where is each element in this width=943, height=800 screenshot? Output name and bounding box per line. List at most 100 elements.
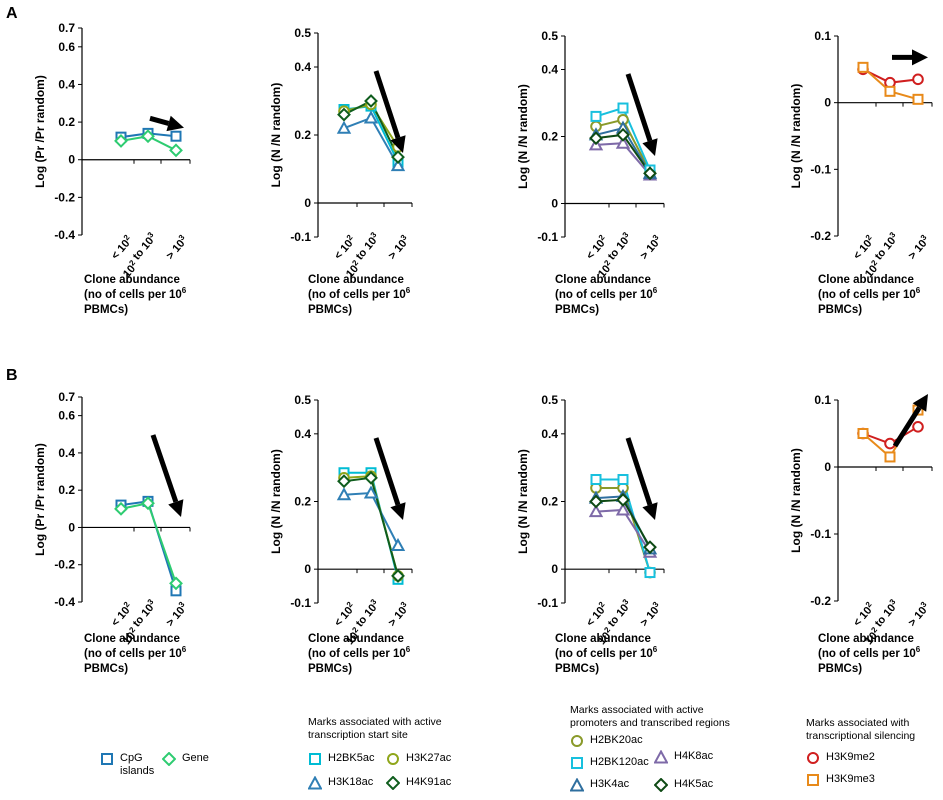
- y-tick-label: 0.4: [541, 63, 558, 77]
- x-axis-label: PBMCs): [308, 663, 352, 675]
- y-tick-label: -0.2: [810, 594, 831, 608]
- y-tick-label: 0.5: [294, 393, 311, 407]
- data-point-h3k9me2: [884, 437, 896, 450]
- y-tick-label: 0: [551, 562, 558, 576]
- data-point-h2bk120ac: [617, 474, 629, 486]
- x-tick-label: > 103: [163, 233, 191, 262]
- x-tick-label: > 103: [905, 600, 933, 629]
- y-axis-label: Log (Pr /Pr random): [33, 75, 47, 188]
- data-point-gene: [141, 496, 155, 511]
- x-axis-label: Clone abundance: [84, 274, 180, 286]
- legend-label: H3K9me3: [826, 773, 875, 785]
- y-tick-label: 0.2: [294, 495, 311, 509]
- y-tick-label: 0.5: [294, 26, 311, 40]
- x-axis-label: (no of cells per 106: [818, 286, 921, 301]
- x-tick-label: > 103: [637, 233, 665, 262]
- x-axis-label: PBMCs): [84, 304, 128, 316]
- legend-title: Marks associated with active: [308, 716, 442, 728]
- diamond-marker-icon: [162, 752, 176, 766]
- trend-arrow-head: [912, 394, 928, 412]
- legend-item-h2bk20ac: H2BK20ac: [570, 734, 643, 748]
- legend-label: H3K9me2: [826, 751, 875, 763]
- x-tick-label: > 103: [385, 233, 413, 262]
- y-tick-label: -0.4: [54, 595, 75, 609]
- y-tick-label: -0.1: [290, 230, 311, 244]
- y-tick-label: -0.2: [54, 190, 75, 204]
- square-marker-icon: [309, 753, 321, 765]
- data-point-h4k91ac: [337, 474, 351, 489]
- y-tick-label: 0.4: [541, 427, 558, 441]
- x-axis-label: PBMCs): [308, 304, 352, 316]
- legend-item-h4k8ac: H4K8ac: [654, 750, 713, 764]
- legend-title: Marks associated with active: [570, 704, 704, 716]
- panel-label-a: A: [6, 5, 18, 22]
- data-point-h2bk120ac: [590, 110, 602, 122]
- y-tick-label: 0.5: [541, 393, 558, 407]
- x-tick-label: > 103: [905, 233, 933, 262]
- y-tick-label: 0.2: [58, 483, 75, 497]
- y-tick-label: 0: [304, 196, 311, 210]
- data-point-cpg: [170, 130, 182, 142]
- y-axis-label: Log (N /N random): [516, 449, 530, 554]
- x-axis-label: (no of cells per 106: [308, 286, 411, 301]
- trend-arrow-head: [166, 115, 184, 132]
- y-tick-label: 0.6: [58, 409, 75, 423]
- y-tick-label: -0.2: [810, 229, 831, 243]
- x-axis-label: (no of cells per 106: [84, 645, 187, 660]
- x-axis-label: PBMCs): [84, 663, 128, 675]
- y-tick-label: -0.1: [290, 596, 311, 610]
- diamond-marker-icon: [654, 778, 668, 792]
- series-line-gene: [120, 502, 177, 584]
- legend-title: promoters and transcribed regions: [570, 717, 730, 729]
- y-tick-label: 0.1: [814, 393, 831, 407]
- x-axis-label: Clone abundance: [818, 633, 914, 645]
- data-point-h3k18ac: [390, 158, 406, 172]
- legend-label: Gene: [182, 752, 209, 764]
- legend-label: H2BK5ac: [328, 752, 375, 764]
- legend-label: H3K18ac: [328, 776, 374, 788]
- trend-arrow-shaft: [373, 70, 401, 139]
- legend-active-promoters: Marks associated with active promoters a…: [570, 704, 790, 796]
- legend-label: CpG: [120, 752, 143, 764]
- y-tick-label: 0: [824, 96, 831, 110]
- y-tick-label: -0.2: [54, 558, 75, 572]
- data-point-h3k18ac: [363, 485, 379, 499]
- y-tick-label: -0.4: [54, 228, 75, 242]
- square-marker-icon: [807, 774, 819, 786]
- y-tick-label: 0.2: [541, 495, 558, 509]
- data-point-h4k91ac: [391, 150, 405, 165]
- trend-arrow-shaft: [625, 437, 653, 506]
- square-marker-icon: [101, 753, 113, 765]
- panel-label-b: B: [6, 367, 18, 384]
- chart-a-1: -0.4 -0.2 0 0.2 0.4 0.6 0.7 Log (Pr /Pr random)…: [33, 21, 191, 316]
- y-tick-label: -0.1: [810, 527, 831, 541]
- circle-marker-icon: [571, 735, 583, 747]
- legend-item-gene: Gene: [162, 752, 209, 766]
- legend-item-h4k5ac: H4K5ac: [654, 778, 713, 792]
- data-point-h3k18ac: [363, 110, 379, 124]
- x-axis-label: Clone abundance: [555, 274, 651, 286]
- x-axis-label: (no of cells per 106: [818, 645, 921, 660]
- chart-b-1: -0.4 -0.2 0 0.2 0.4 0.6 0.7 Log (Pr /Pr random)…: [33, 390, 191, 675]
- data-point-h4k91ac: [364, 470, 378, 485]
- legend-item-h4k91ac: H4K91ac: [386, 776, 451, 790]
- y-axis-label: Log (N /N random): [269, 83, 283, 188]
- y-tick-label: 0.4: [58, 77, 75, 91]
- x-axis-label: (no of cells per 106: [555, 286, 658, 301]
- data-point-h4k91ac: [391, 569, 405, 583]
- data-point-h3k9me3: [857, 428, 869, 439]
- diamond-marker-icon: [386, 776, 400, 790]
- x-axis-label: PBMCs): [818, 304, 862, 316]
- data-point-h4k5ac: [616, 492, 630, 507]
- x-axis-label: Clone abundance: [308, 274, 404, 286]
- legend-cpg-gene: CpG islands Gene: [100, 752, 220, 792]
- x-tick-label: > 103: [163, 600, 191, 629]
- data-point-h4k8ac: [615, 502, 631, 516]
- series-line-cpg: [120, 500, 177, 592]
- data-point-h4k8ac: [615, 135, 631, 149]
- y-tick-label: 0: [824, 460, 831, 474]
- data-point-h3k9me2: [912, 421, 924, 433]
- circle-marker-icon: [387, 753, 399, 765]
